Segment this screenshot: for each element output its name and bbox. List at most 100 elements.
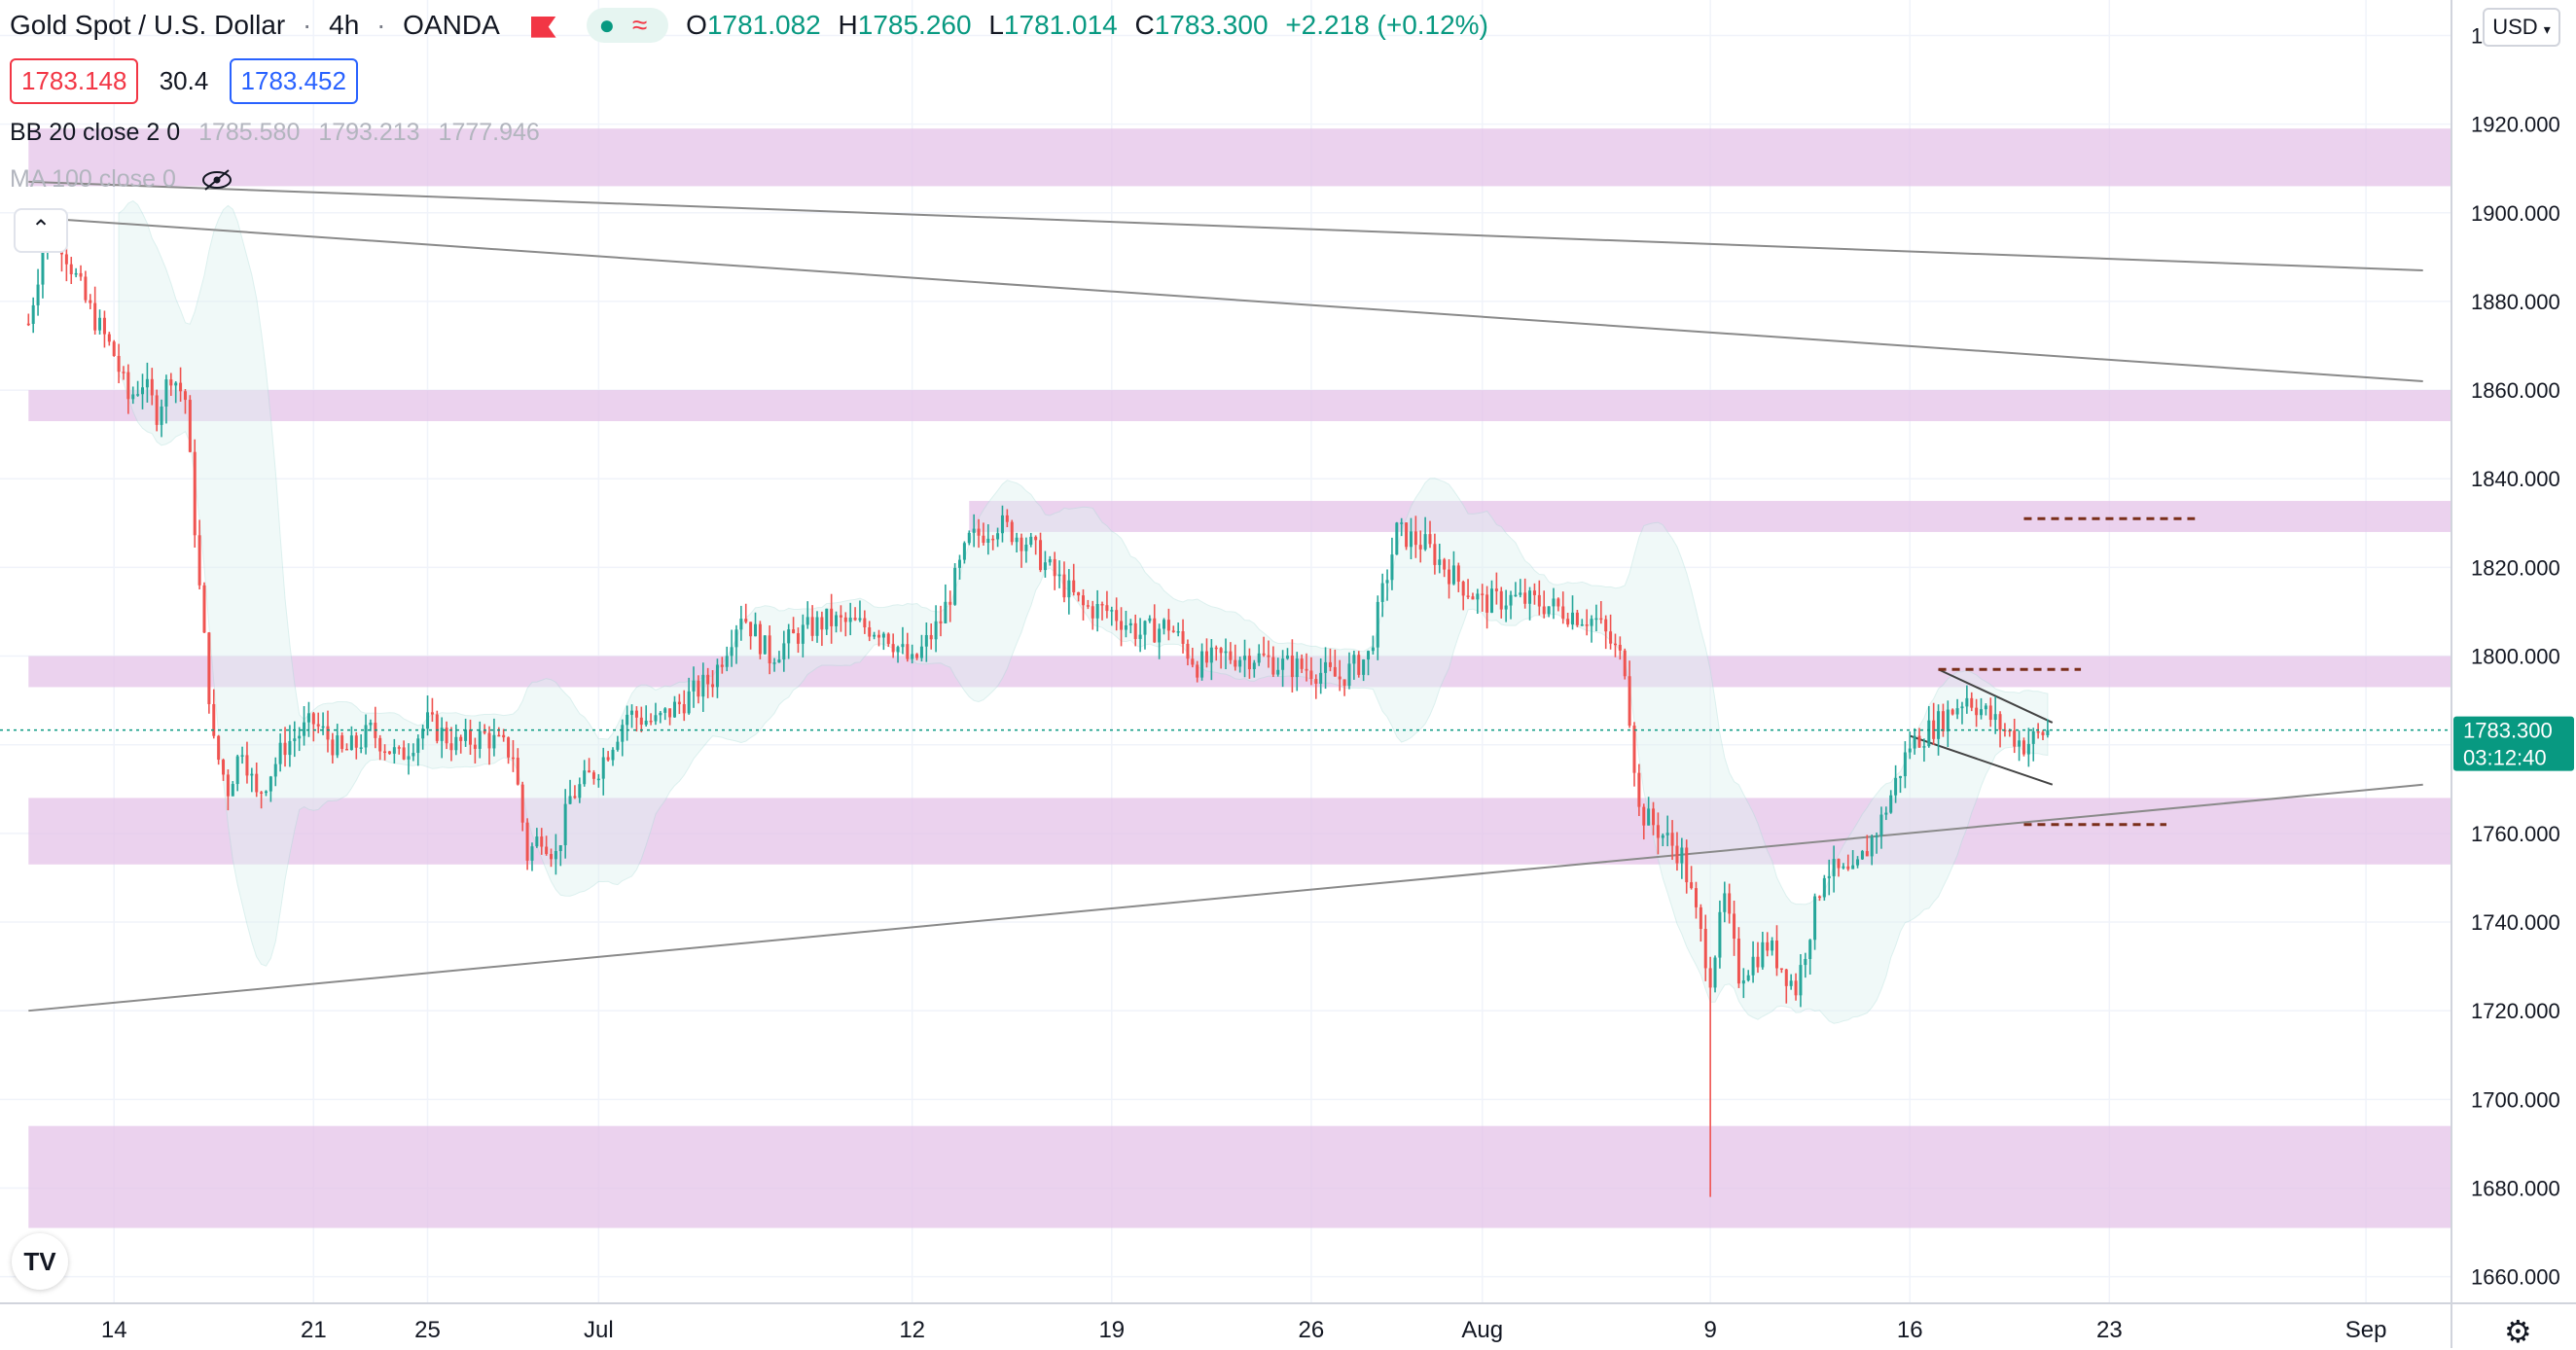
candle-body xyxy=(416,738,420,754)
candle-body xyxy=(1751,956,1755,976)
candle-body xyxy=(1499,590,1503,610)
interval-label[interactable]: 4h xyxy=(329,10,360,40)
candle-body xyxy=(1652,808,1656,826)
candle-body xyxy=(1342,679,1346,687)
candle-body xyxy=(1120,621,1124,630)
candle-body xyxy=(473,744,477,749)
candle-body xyxy=(298,735,302,739)
candle-body xyxy=(321,726,325,728)
candle-body xyxy=(1020,537,1023,551)
candle-body xyxy=(1200,651,1204,678)
candle-body xyxy=(1376,601,1379,648)
candle-body xyxy=(1319,672,1323,684)
candle-body xyxy=(1946,709,1950,731)
candle-body xyxy=(1832,859,1836,876)
x-tick-label: 26 xyxy=(1299,1317,1325,1343)
bb-basis-value: 1785.580 xyxy=(198,119,301,146)
candle-body xyxy=(354,735,358,748)
candle-body xyxy=(644,720,648,726)
currency-select[interactable]: USD ▾ xyxy=(2483,8,2560,47)
zone xyxy=(28,390,2452,421)
candle-body xyxy=(1043,562,1047,571)
candle-body xyxy=(397,747,401,749)
candle-body xyxy=(240,755,244,757)
candle-body xyxy=(1756,956,1760,968)
ma-legend[interactable]: MA 100 close 0 xyxy=(10,165,233,194)
trendline xyxy=(28,216,2423,382)
bb-legend[interactable]: BB 20 close 2 0 1785.580 1793.213 1777.9… xyxy=(10,119,540,147)
candle-body xyxy=(1822,877,1826,898)
symbol-name[interactable]: Gold Spot / U.S. Dollar xyxy=(10,10,286,40)
zone xyxy=(28,798,2452,865)
eye-hidden-icon[interactable] xyxy=(200,165,233,193)
candle-body xyxy=(739,619,743,630)
candle-body xyxy=(1519,592,1522,595)
buy-price-button[interactable]: 1783.452 xyxy=(229,58,358,104)
candle-body xyxy=(796,633,800,644)
candle-body xyxy=(359,747,363,749)
candle-body xyxy=(1418,545,1422,550)
last-price-tag: 1783.300 03:12:40 xyxy=(0,716,2574,771)
candle-body xyxy=(677,701,681,705)
candle-body xyxy=(1196,664,1199,678)
candle-body xyxy=(758,623,762,655)
candle-body xyxy=(911,654,914,659)
bb-label: BB 20 close 2 0 xyxy=(10,119,181,146)
tradingview-logo[interactable]: TV xyxy=(12,1233,68,1290)
market-status-pill[interactable]: ● ≈ xyxy=(587,8,669,43)
candle-body xyxy=(1267,655,1270,657)
candle-body xyxy=(1984,705,1987,710)
candle-body xyxy=(563,803,567,846)
chevron-up-icon: ⌃ xyxy=(30,216,52,242)
candle-body xyxy=(1585,624,1589,626)
candle-body xyxy=(1029,536,1033,545)
y-tick-label: 1800.000 xyxy=(2471,645,2560,669)
quote-row: 1783.148 30.4 1783.452 xyxy=(10,58,358,104)
x-tick-label: 23 xyxy=(2096,1317,2123,1343)
candle-body xyxy=(1723,893,1727,912)
candle-body xyxy=(520,784,524,823)
dashed-levels xyxy=(1938,516,2196,827)
gear-icon[interactable]: ⚙ xyxy=(2504,1314,2532,1349)
candle-body xyxy=(1314,679,1318,684)
candle-body xyxy=(1970,697,1974,708)
candle-body xyxy=(1143,621,1147,635)
candle-body xyxy=(1000,515,1004,534)
candles xyxy=(26,212,2050,1197)
candle-body xyxy=(145,378,149,388)
y-tick-label: 1920.000 xyxy=(2471,113,2560,137)
flag-icon[interactable] xyxy=(530,16,556,38)
candle-body xyxy=(886,633,890,645)
trendlines xyxy=(28,180,2423,1012)
candle-body xyxy=(1993,714,1997,721)
candle-body xyxy=(336,735,340,756)
candle-body xyxy=(160,406,163,425)
x-tick-label: 16 xyxy=(1897,1317,1923,1343)
candle-body xyxy=(1224,651,1228,654)
candle-body xyxy=(1158,628,1162,643)
candle-body xyxy=(1048,558,1052,563)
candle-body xyxy=(805,617,809,625)
candle-body xyxy=(621,725,625,742)
candle-body xyxy=(311,713,315,725)
candle-body xyxy=(188,400,192,452)
candle-body xyxy=(881,633,885,638)
candle-countdown: 03:12:40 xyxy=(2463,746,2547,770)
candle-body xyxy=(1856,859,1860,866)
candle-body xyxy=(996,533,1000,540)
candle-body xyxy=(1580,624,1584,626)
collapse-legend-button[interactable]: ⌃ xyxy=(14,208,68,253)
sell-price-button[interactable]: 1783.148 xyxy=(10,58,139,104)
candle-body xyxy=(697,680,700,697)
candle-body xyxy=(1594,618,1598,621)
candle-body xyxy=(1451,565,1455,585)
candle-body xyxy=(440,728,444,741)
candle-body xyxy=(235,756,239,785)
x-tick-label: 25 xyxy=(414,1317,441,1343)
candle-body xyxy=(392,747,396,754)
candle-body xyxy=(1741,980,1745,984)
candle-body xyxy=(402,747,406,760)
candle-body xyxy=(1932,720,1936,739)
candle-body xyxy=(150,378,154,396)
